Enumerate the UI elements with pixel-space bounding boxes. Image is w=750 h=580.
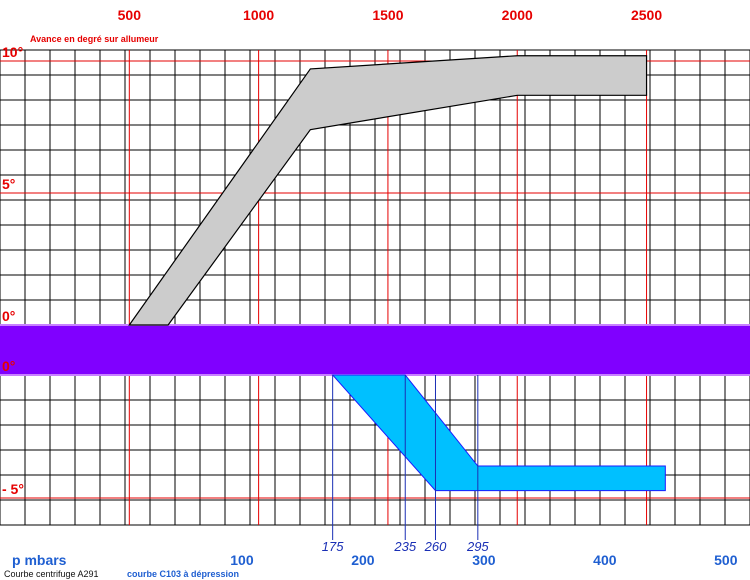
vacuum-caption: courbe C103 à dépression xyxy=(127,569,239,579)
y-lower-tick-label: - 5° xyxy=(2,481,24,497)
chart-title: Avance en degré sur allumeur xyxy=(30,34,159,44)
x-bottom-axis-label: p mbars xyxy=(12,552,67,568)
pressure-marker-label: 295 xyxy=(466,539,489,554)
minor-grid xyxy=(0,49,750,526)
x-top-tick-label: 500 xyxy=(118,7,142,23)
x-bottom-tick-label: 100 xyxy=(230,552,254,568)
centrifugal-caption: Courbe centrifuge A291 xyxy=(4,569,99,579)
pressure-marker-label: 235 xyxy=(393,539,416,554)
centrifugal-curve-area xyxy=(128,55,648,326)
chart-marks xyxy=(0,55,750,540)
x-bottom-tick-label: 400 xyxy=(593,552,617,568)
chart-labels: 500 1000 1500 2000 2500 175 235 260 295 100 200 300… xyxy=(2,7,738,568)
x-bottom-tick-label: 300 xyxy=(472,552,496,568)
x-top-tick-label: 2500 xyxy=(631,7,662,23)
x-top-tick-label: 1500 xyxy=(372,7,403,23)
y-upper-tick-label: 10° xyxy=(2,44,23,60)
y-upper-tick-label: 5° xyxy=(2,176,15,192)
vacuum-curve-area xyxy=(331,374,666,492)
y-lower-tick-label: 0° xyxy=(2,358,15,374)
x-bottom-tick-label: 500 xyxy=(714,552,738,568)
zero-band xyxy=(0,325,750,375)
x-top-tick-label: 1000 xyxy=(243,7,274,23)
y-upper-tick-label: 0° xyxy=(2,308,15,324)
pressure-marker-label: 175 xyxy=(322,539,344,554)
pressure-marker-label: 260 xyxy=(424,539,447,554)
x-bottom-tick-label: 200 xyxy=(351,552,375,568)
x-top-tick-label: 2000 xyxy=(502,7,533,23)
